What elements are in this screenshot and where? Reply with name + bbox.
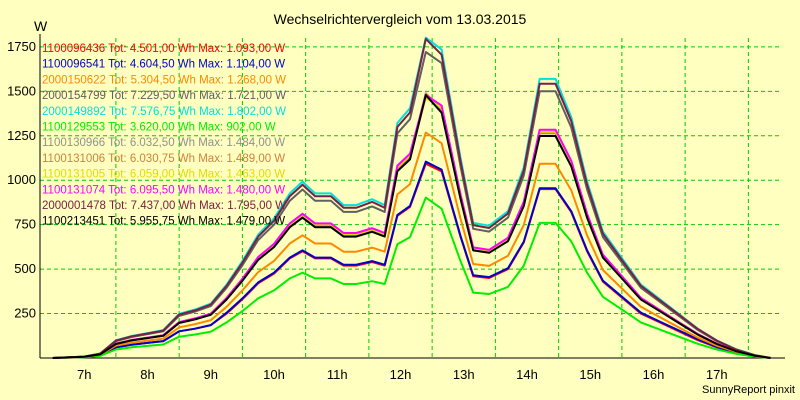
x-tick-label: 16h — [643, 367, 665, 382]
y-tick-label: 1500 — [7, 83, 36, 98]
x-tick-label: 17h — [706, 367, 728, 382]
legend-entry: 2000150622 Tot: 5.304,50 Wh Max: 1.268,0… — [42, 74, 286, 86]
legend-entry: 1100096541 Tot: 4.604,50 Wh Max: 1.104,0… — [42, 59, 285, 71]
x-tick-label: 14h — [516, 367, 538, 382]
y-tick-label: 1000 — [7, 172, 36, 187]
axes: 250 500 750 1000 1250 1500 1750 7h 8h 9h 10h 11h 12h… — [7, 34, 785, 382]
chart-title: Wechselrichtervergleich vom 13.03.2015 — [274, 11, 527, 27]
legend-entry: 2000001478 Tot: 7.437,00 Wh Max: 1.795,0… — [42, 200, 286, 212]
legend-entry: 1100096436 Tot: 4.501,00 Wh Max: 1.093,0… — [42, 43, 285, 55]
legend: 1100096436 Tot: 4.501,00 Wh Max: 1.093,0… — [42, 43, 286, 228]
y-tick-label: 500 — [14, 261, 36, 276]
series-lines — [52, 36, 771, 359]
series-line — [52, 94, 771, 359]
legend-entry: 2000154799 Tot: 7.229,50 Wh Max: 1.721,0… — [42, 90, 286, 102]
legend-entry: 1100131005 Tot: 6.059,00 Wh Max: 1.463,0… — [42, 169, 285, 181]
x-tick-label: 11h — [327, 367, 348, 382]
series-line — [52, 160, 771, 359]
x-tick-label: 10h — [263, 367, 285, 382]
series-line — [52, 131, 771, 359]
series-line — [52, 37, 771, 359]
grid — [40, 38, 780, 358]
legend-entry: 2000149892 Tot: 7.576,75 Wh Max: 1.802,0… — [42, 106, 286, 118]
legend-entry: 1100130966 Tot: 6.032,50 Wh Max: 1.484,0… — [42, 137, 285, 149]
series-line — [52, 196, 771, 359]
x-tick-label: 13h — [453, 367, 475, 382]
legend-entry: 1100129553 Tot: 3.620,00 Wh Max: 902,00 … — [42, 122, 276, 134]
x-tick-label: 8h — [140, 367, 154, 382]
x-tick-label: 7h — [77, 367, 91, 382]
y-tick-label: 750 — [14, 217, 36, 232]
x-tick-label: 15h — [579, 367, 601, 382]
legend-entry: 1100131074 Tot: 6.095,50 Wh Max: 1.480,0… — [42, 184, 285, 196]
legend-entry: 1100131006 Tot: 6.030,75 Wh Max: 1.489,0… — [42, 153, 285, 165]
y-tick-label: 1250 — [7, 128, 36, 143]
x-tick-label: 9h — [204, 367, 218, 382]
y-tick-label: 1750 — [7, 39, 36, 54]
x-tick-label: 12h — [390, 367, 412, 382]
footer-credit: SunnyReport pinxit — [702, 384, 795, 396]
legend-entry: 1100213451 Tot: 5.955,75 Wh Max: 1.479,0… — [42, 216, 285, 228]
y-tick-label: 250 — [14, 306, 36, 321]
y-axis-unit: W — [34, 18, 48, 34]
